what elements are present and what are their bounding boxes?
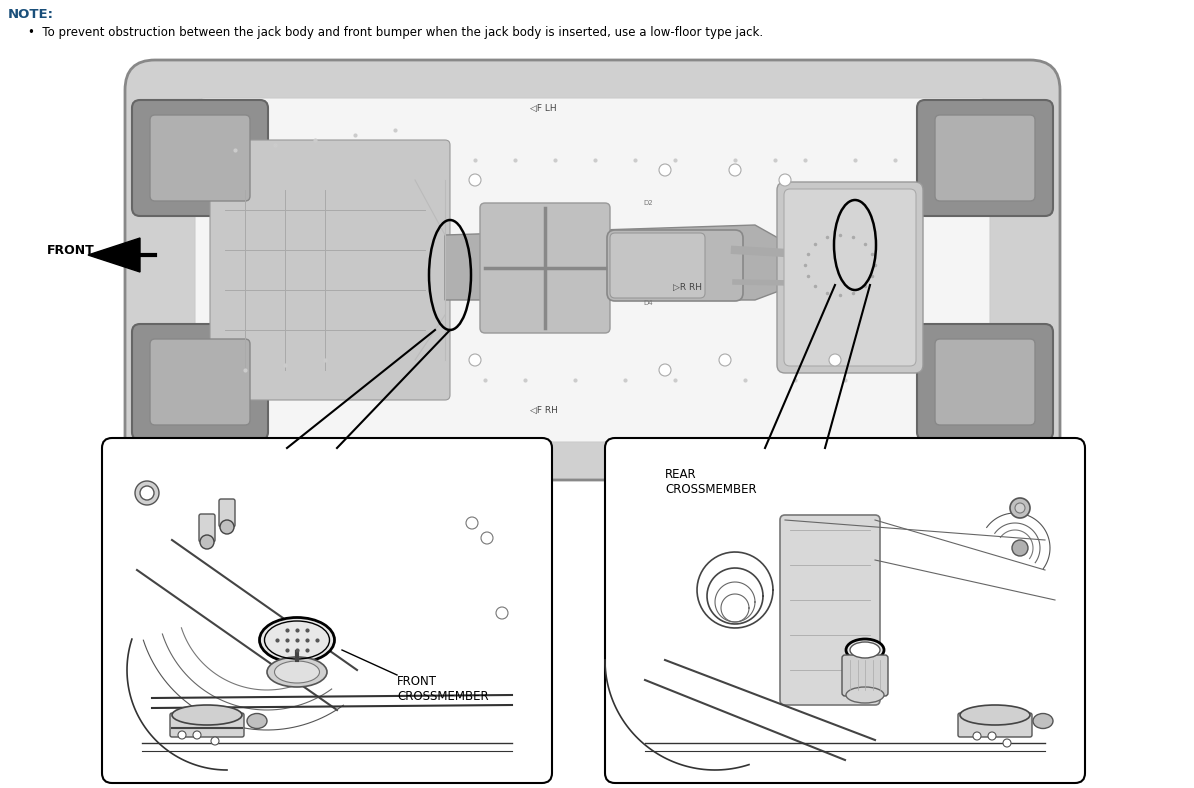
Circle shape xyxy=(1010,498,1030,518)
FancyBboxPatch shape xyxy=(199,514,215,542)
FancyBboxPatch shape xyxy=(777,182,923,373)
Ellipse shape xyxy=(850,642,880,658)
Circle shape xyxy=(193,731,201,739)
Ellipse shape xyxy=(267,657,327,687)
Circle shape xyxy=(469,354,481,366)
Circle shape xyxy=(829,354,841,366)
Circle shape xyxy=(730,164,741,176)
Ellipse shape xyxy=(275,661,320,683)
Circle shape xyxy=(469,174,481,186)
FancyBboxPatch shape xyxy=(935,339,1035,425)
FancyBboxPatch shape xyxy=(607,230,743,301)
FancyBboxPatch shape xyxy=(917,100,1053,216)
FancyBboxPatch shape xyxy=(958,713,1032,737)
FancyBboxPatch shape xyxy=(150,339,250,425)
Circle shape xyxy=(1003,739,1011,747)
FancyBboxPatch shape xyxy=(610,233,704,298)
Circle shape xyxy=(1015,503,1024,513)
Text: ▷R RH: ▷R RH xyxy=(673,283,702,292)
Ellipse shape xyxy=(259,618,334,663)
Circle shape xyxy=(211,737,219,745)
Text: D4: D4 xyxy=(644,300,653,306)
Text: NOTE:: NOTE: xyxy=(8,8,54,21)
Circle shape xyxy=(140,486,154,500)
Circle shape xyxy=(778,174,790,186)
FancyBboxPatch shape xyxy=(935,115,1035,201)
FancyBboxPatch shape xyxy=(170,713,244,737)
Circle shape xyxy=(178,731,186,739)
FancyBboxPatch shape xyxy=(780,515,880,705)
Text: ◁F RH: ◁F RH xyxy=(530,406,558,415)
Circle shape xyxy=(135,481,159,505)
Circle shape xyxy=(466,517,478,529)
Text: REAR
CROSSMEMBER: REAR CROSSMEMBER xyxy=(665,468,757,496)
Text: FRONT
CROSSMEMBER: FRONT CROSSMEMBER xyxy=(396,675,488,703)
Circle shape xyxy=(973,732,981,740)
FancyBboxPatch shape xyxy=(219,499,235,527)
Text: D2: D2 xyxy=(644,200,653,206)
Text: FRONT: FRONT xyxy=(48,243,96,257)
Ellipse shape xyxy=(247,713,267,728)
Circle shape xyxy=(481,532,493,544)
FancyBboxPatch shape xyxy=(917,324,1053,440)
Polygon shape xyxy=(445,225,835,300)
Circle shape xyxy=(719,354,731,366)
Circle shape xyxy=(496,607,507,619)
FancyBboxPatch shape xyxy=(150,115,250,201)
FancyBboxPatch shape xyxy=(784,189,916,366)
Circle shape xyxy=(220,520,234,534)
FancyBboxPatch shape xyxy=(605,438,1085,783)
Text: •  To prevent obstruction between the jack body and front bumper when the jack b: • To prevent obstruction between the jac… xyxy=(27,26,763,39)
Circle shape xyxy=(987,732,996,740)
Ellipse shape xyxy=(847,687,884,703)
FancyBboxPatch shape xyxy=(101,438,552,783)
Ellipse shape xyxy=(172,705,242,725)
Ellipse shape xyxy=(847,639,884,661)
FancyBboxPatch shape xyxy=(133,324,267,440)
FancyBboxPatch shape xyxy=(842,655,888,696)
Ellipse shape xyxy=(1033,713,1053,728)
FancyBboxPatch shape xyxy=(210,140,450,400)
FancyBboxPatch shape xyxy=(195,98,990,442)
Circle shape xyxy=(1013,540,1028,556)
Circle shape xyxy=(659,164,671,176)
Circle shape xyxy=(659,364,671,376)
Ellipse shape xyxy=(960,705,1030,725)
FancyBboxPatch shape xyxy=(125,60,1060,480)
FancyBboxPatch shape xyxy=(480,203,610,333)
Text: ◁F LH: ◁F LH xyxy=(530,104,556,113)
Polygon shape xyxy=(88,238,140,272)
FancyBboxPatch shape xyxy=(133,100,267,216)
Circle shape xyxy=(201,535,214,549)
